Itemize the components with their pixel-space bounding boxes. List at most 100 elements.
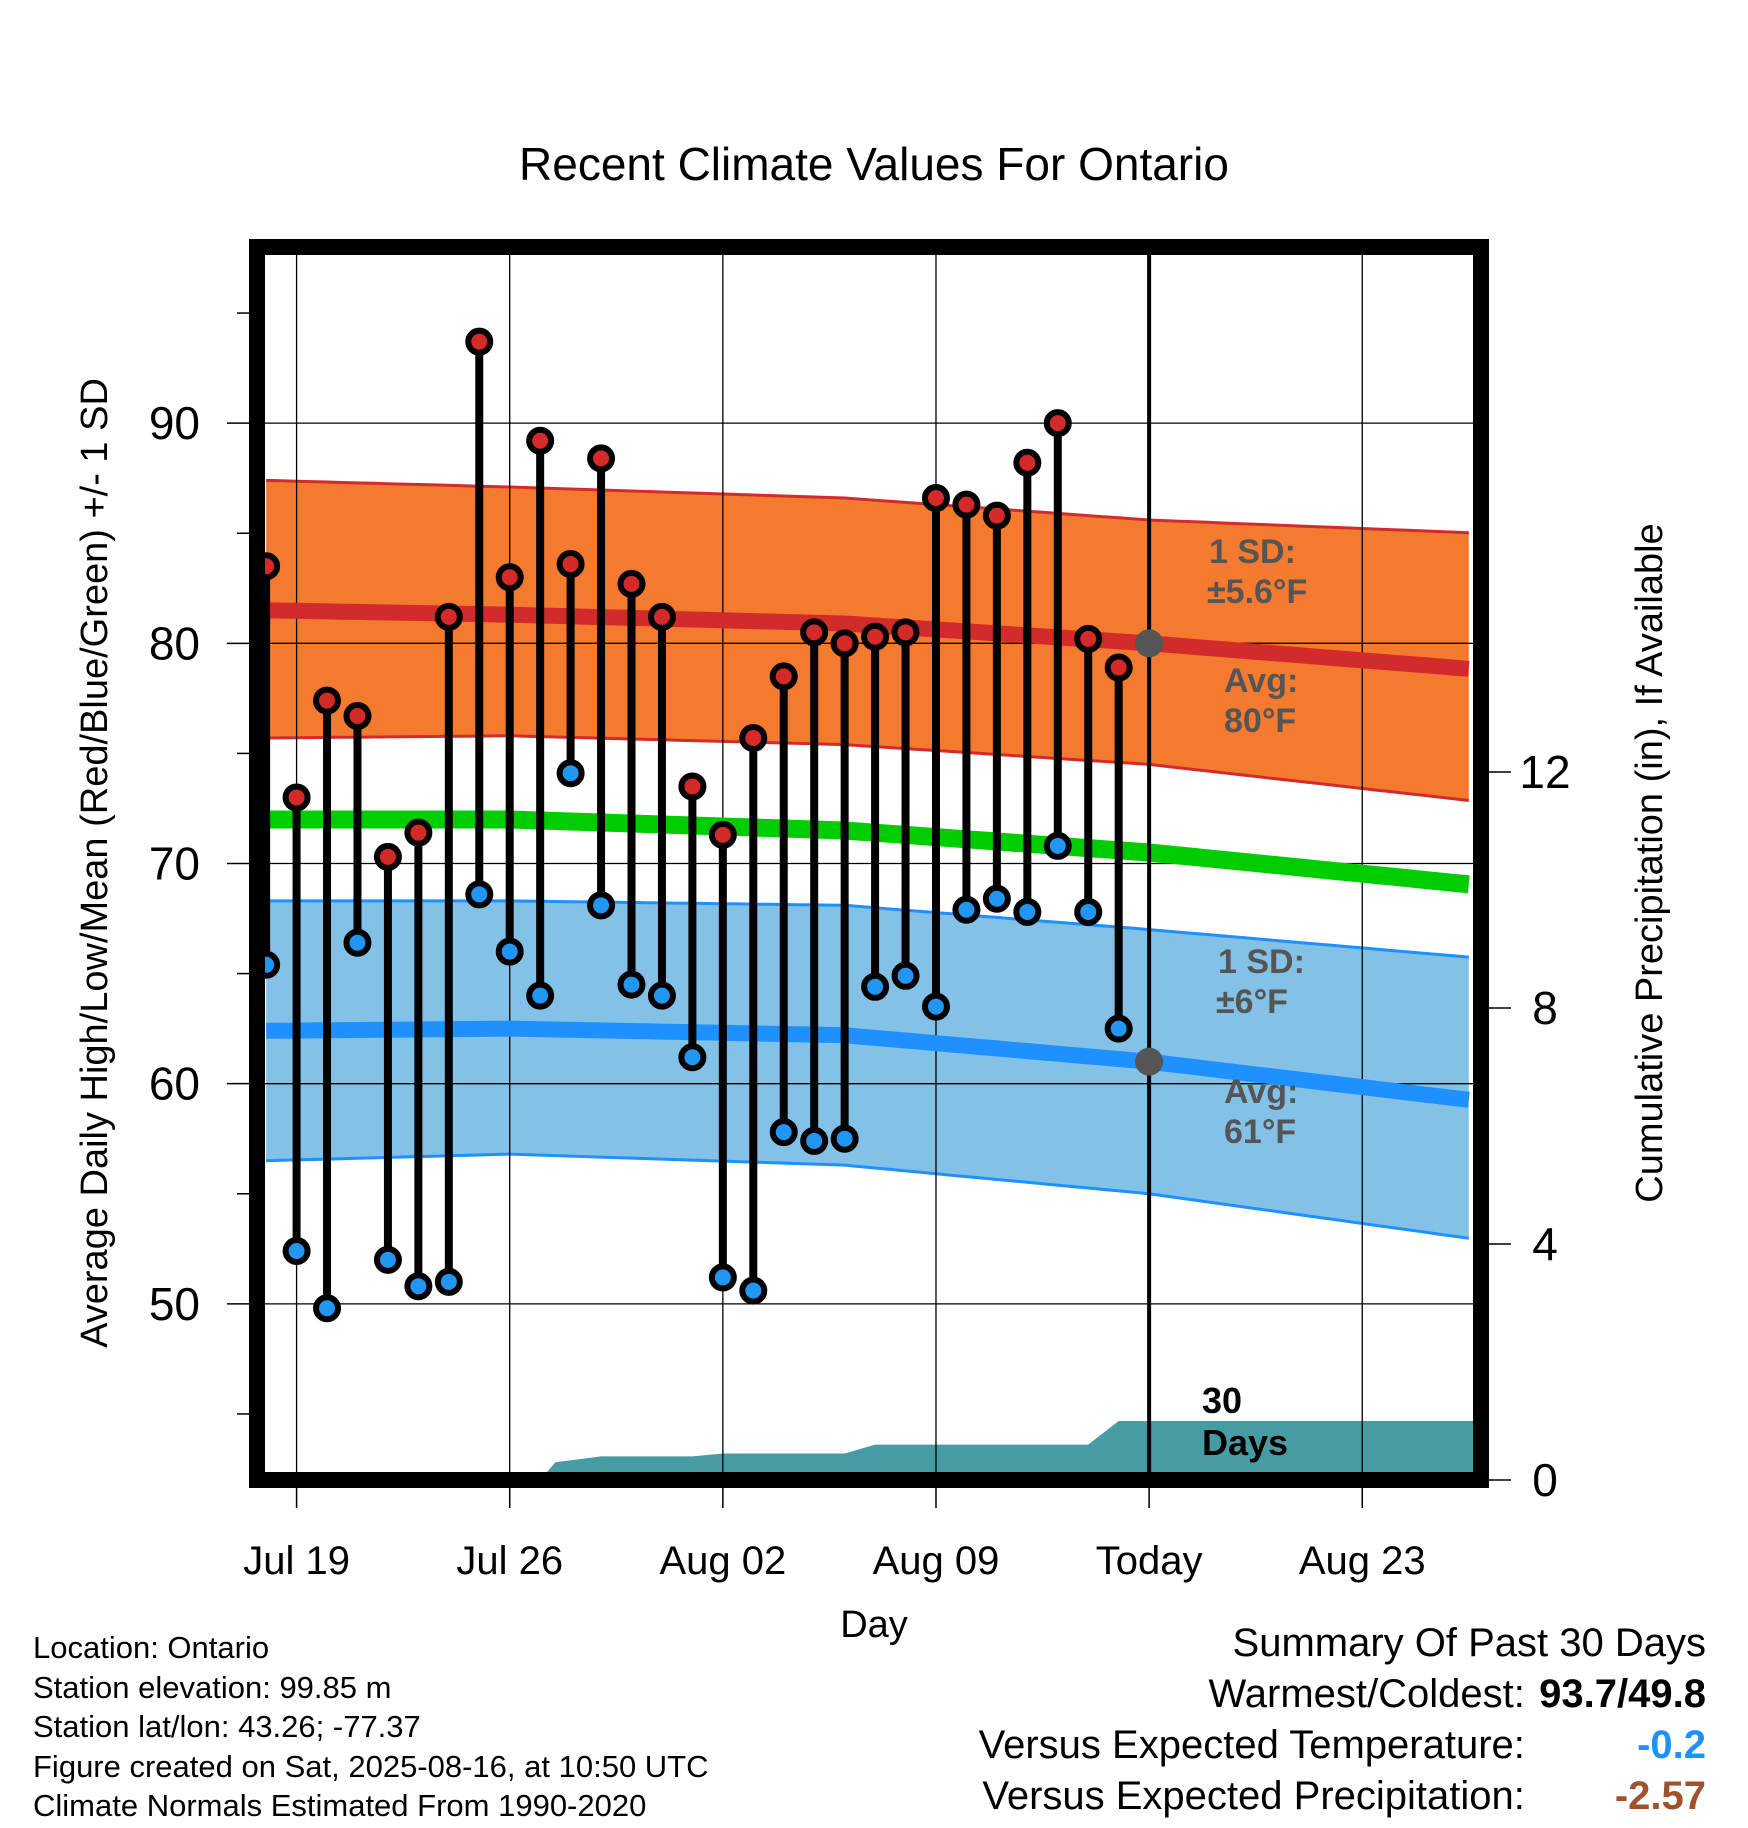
daily-high-point [617,569,646,598]
daily-high-point [891,618,920,647]
station-location: Location: Ontario [33,1630,270,1665]
daily-high-point [282,783,311,812]
station-elevation: Station elevation: 99.85 m [33,1669,392,1705]
daily-low-point [587,891,616,920]
precip-anomaly-label: Versus Expected Precipitation: [982,1774,1525,1818]
summary-temp-anomaly: Versus Expected Temperature: -0.2 [979,1720,1706,1771]
precip-area [266,1421,1482,1480]
daily-high-point [1074,624,1103,653]
low-sd-label: 1 SD: [1218,943,1305,981]
low-sd-lower-edge [266,1152,1470,1240]
daily-high-point [647,602,676,631]
period-value: 30 [1202,1380,1242,1421]
precip-anomaly-value: -2.57 [1614,1774,1706,1818]
daily-high-point [434,602,463,631]
summary-precip-anomaly: Versus Expected Precipitation: -2.57 [979,1771,1706,1822]
high-avg-label: Avg: [1224,662,1298,700]
daily-high-point [526,426,555,455]
daily-high-point [861,622,890,651]
daily-high-point [769,662,798,691]
figure-created: Figure created on Sat, 2025-08-16, at 10… [33,1748,709,1784]
daily-low-point [739,1276,768,1305]
daily-high-point [708,820,737,849]
y-tick-label: 50 [149,1278,200,1330]
y2-tick-label: 12 [1519,746,1570,798]
x-tick-label: Jul 26 [456,1539,563,1583]
y-axis-label-left: Average Daily High/Low/Mean (Red/Blue/Gr… [74,378,116,1348]
summary-panel: Summary Of Past 30 Days Warmest/Coldest:… [979,1618,1706,1822]
daily-low-point [800,1126,829,1155]
y-tick-label: 90 [149,397,200,449]
high-avg-value: 80°F [1224,702,1296,740]
daily-low-point [617,970,646,999]
warmest-coldest-values: 93.7/49.8 [1536,1669,1706,1720]
warmest-coldest-label: Warmest/Coldest: [1208,1672,1525,1716]
x-tick-label: Today [1096,1539,1203,1583]
daily-low-point [526,981,555,1010]
daily-low-point [952,895,981,924]
low-sd-upper-edge [266,899,1469,959]
low-avg-value: 61°F [1224,1113,1296,1151]
y-tick-label: 60 [149,1058,200,1110]
x-tick-label: Aug 23 [1299,1539,1426,1583]
daily-high-point [952,490,981,519]
daily-low-point [343,928,372,957]
daily-high-point [739,723,768,752]
daily-low-point [282,1237,311,1266]
daily-high-point [830,629,859,658]
daily-low-point [434,1267,463,1296]
high-sd-lower-edge [266,734,1469,802]
climate-normals: Climate Normals Estimated From 1990-2020 [33,1788,647,1823]
plot-frame [249,239,1489,1488]
warmest-value: 93.7 [1539,1672,1618,1716]
temp-anomaly-value: -0.2 [1637,1723,1706,1767]
daily-high-point [373,842,402,871]
daily-low-point [921,992,950,1021]
daily-high-point [1104,653,1133,682]
daily-low-point [373,1245,402,1274]
low-avg-label: Avg: [1224,1073,1298,1111]
normal-low-line [266,1020,1470,1108]
daily-low-point [1013,897,1042,926]
today-high-normal-marker [1135,629,1164,658]
high-sd-value: ±5.6°F [1207,573,1307,611]
period-unit: Days [1202,1422,1288,1463]
daily-high-point [678,772,707,801]
daily-low-point [1104,1014,1133,1043]
daily-low-point [1074,897,1103,926]
high-sd-upper-edge [266,478,1469,535]
daily-low-point [465,880,494,909]
daily-high-point [465,327,494,356]
daily-low-point [769,1118,798,1147]
coldest-value: 49.8 [1628,1672,1706,1716]
daily-high-point [800,618,829,647]
summary-warmest-coldest: Warmest/Coldest: 93.7/49.8 [979,1669,1707,1720]
daily-high-point [556,550,585,579]
chart-title: Recent Climate Values For Ontario [519,138,1229,190]
daily-low-point [404,1272,433,1301]
daily-low-point [495,937,524,966]
warmest-coldest-separator: / [1617,1672,1629,1716]
station-info: Location: Ontario Station elevation: 99.… [33,1628,709,1826]
daily-high-point [343,701,372,730]
y-tick-label: 70 [149,838,200,890]
summary-heading: Summary Of Past 30 Days [1232,1621,1706,1665]
daily-low-point [556,759,585,788]
daily-low-point [982,884,1011,913]
y2-tick-label: 4 [1532,1218,1558,1270]
daily-high-point [1013,448,1042,477]
station-latlon: Station lat/lon: 43.26; -77.37 [33,1709,421,1744]
x-axis-label: Day [840,1604,908,1646]
high-sd-label: 1 SD: [1209,533,1296,571]
daily-low-point [678,1043,707,1072]
daily-high-point [313,686,342,715]
y-axis-label-right: Cumulative Precipitation (in), If Availa… [1629,523,1671,1202]
daily-low-point [313,1294,342,1323]
daily-low-point [647,981,676,1010]
daily-high-point [404,818,433,847]
daily-high-point [921,484,950,513]
daily-low-point [861,972,890,1001]
temp-anomaly-label: Versus Expected Temperature: [978,1723,1525,1767]
daily-high-point [982,501,1011,530]
